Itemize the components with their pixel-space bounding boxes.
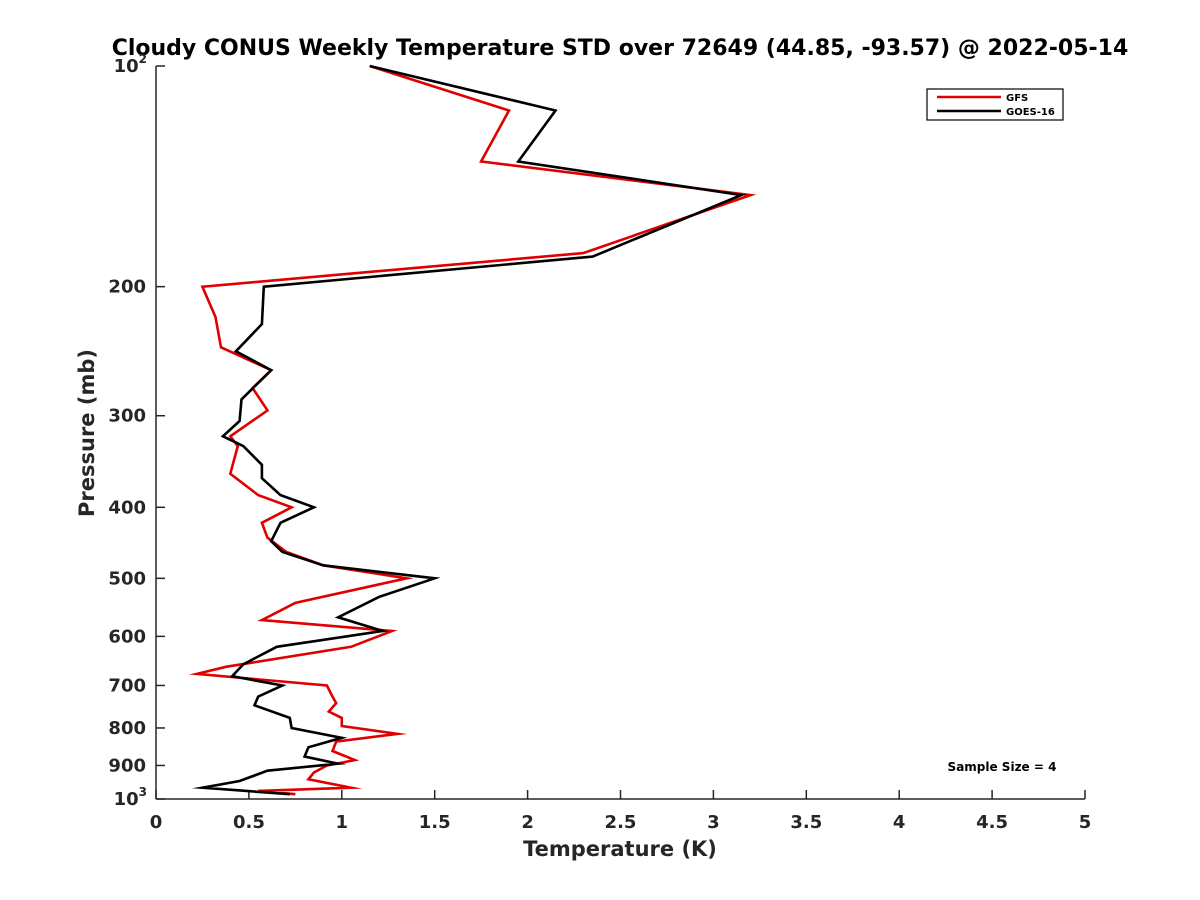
y-tick-label: 300	[108, 406, 146, 427]
y-tick-label-base: 10	[114, 56, 139, 77]
x-tick-label: 5	[1079, 812, 1092, 833]
legend: GFS GOES-16	[926, 88, 1064, 121]
x-axis-ticks: 0 0.5 1 1.5 2 2.5 3 3.5 4 4.5 5	[150, 790, 1092, 833]
chart-title: Cloudy CONUS Weekly Temperature STD over…	[112, 36, 1129, 61]
x-tick-label: 2.5	[605, 812, 637, 833]
series-line-gfs	[188, 64, 757, 796]
y-tick-label: 103	[114, 785, 147, 810]
series-line-goes16	[192, 64, 747, 796]
legend-label-gfs: GFS	[1006, 93, 1028, 104]
y-tick-label-exponent: 3	[139, 785, 147, 799]
x-tick-label: 1.5	[419, 812, 451, 833]
x-tick-label: 2	[521, 812, 534, 833]
y-tick-label-base: 10	[114, 789, 139, 810]
x-tick-label: 3	[707, 812, 720, 833]
y-tick-label: 700	[108, 675, 146, 696]
y-tick-label: 600	[108, 626, 146, 647]
y-tick-label: 800	[108, 718, 146, 739]
y-tick-label: 500	[108, 568, 146, 589]
x-tick-label: 1	[336, 812, 349, 833]
y-tick-label: 102	[114, 52, 147, 77]
x-tick-label: 4.5	[976, 812, 1008, 833]
x-axis-label: Temperature (K)	[523, 837, 717, 861]
x-tick-label: 0.5	[233, 812, 265, 833]
x-tick-label: 0	[150, 812, 163, 833]
y-tick-label: 200	[108, 277, 146, 298]
sample-size-annotation: Sample Size = 4	[948, 760, 1057, 774]
y-tick-label: 400	[108, 497, 146, 518]
y-axis-label: Pressure (mb)	[75, 349, 99, 517]
series-group	[188, 64, 757, 796]
y-tick-label-exponent: 2	[139, 52, 147, 66]
legend-label-goes16: GOES-16	[1006, 107, 1055, 118]
legend-box	[926, 88, 1064, 121]
x-tick-label: 3.5	[790, 812, 822, 833]
x-tick-label: 4	[893, 812, 906, 833]
y-tick-label: 900	[108, 755, 146, 776]
